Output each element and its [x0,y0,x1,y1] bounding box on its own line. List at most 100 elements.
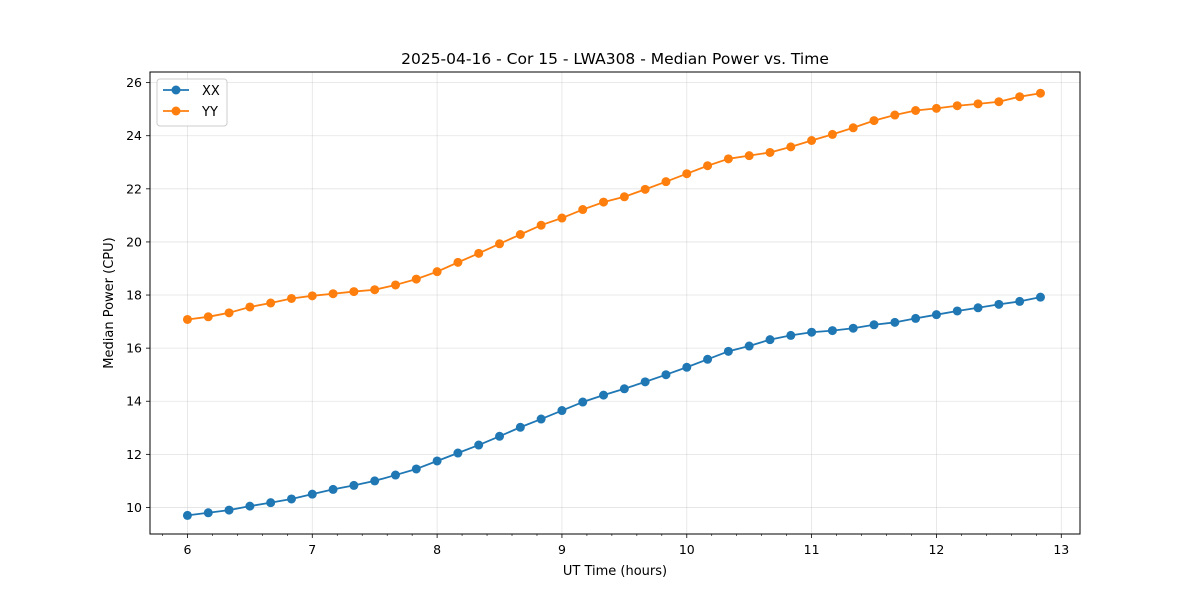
data-point-xx-10 [391,470,401,480]
x-tick-label-13: 13 [1053,542,1069,557]
data-point-xx-7 [328,484,338,494]
legend-label-yy: YY [201,105,218,120]
data-point-yy-37 [952,101,962,111]
data-point-yy-34 [890,110,900,120]
data-point-yy-19 [578,205,588,215]
data-point-xx-8 [349,480,359,490]
data-point-xx-29 [786,330,796,340]
data-point-yy-4 [266,298,276,308]
y-tick-label-24: 24 [126,128,142,143]
data-point-xx-17 [536,414,546,424]
chart-title: 2025-04-16 - Cor 15 - LWA308 - Median Po… [401,50,829,68]
data-point-xx-1 [203,508,213,518]
data-point-xx-23 [661,370,671,380]
data-point-yy-23 [661,177,671,187]
data-point-xx-24 [682,362,692,372]
data-point-xx-11 [411,464,421,474]
data-point-yy-36 [931,103,941,113]
y-tick-label-22: 22 [126,181,142,196]
y-tick-label-16: 16 [126,341,142,356]
data-point-yy-30 [807,136,817,145]
data-point-xx-35 [911,313,921,323]
data-point-yy-8 [349,287,359,297]
data-point-xx-41 [1035,292,1045,302]
y-tick-label-12: 12 [126,447,142,462]
data-point-yy-2 [224,308,234,318]
data-point-xx-19 [578,397,588,407]
data-point-yy-29 [786,142,796,152]
x-tick-label-6: 6 [183,542,191,557]
y-tick-label-26: 26 [126,75,142,90]
data-point-yy-25 [703,161,713,171]
data-point-xx-3 [245,501,255,511]
data-point-xx-6 [307,489,317,499]
data-point-xx-28 [765,335,775,345]
data-point-xx-40 [1015,296,1025,306]
data-point-yy-17 [536,220,546,230]
data-point-yy-33 [869,116,879,126]
data-point-xx-36 [931,310,941,320]
y-tick-label-14: 14 [126,394,142,409]
x-axis-label: UT Time (hours) [563,564,667,579]
data-point-yy-16 [515,230,525,239]
data-point-xx-32 [848,323,858,333]
data-point-xx-13 [453,448,463,458]
x-tick-label-12: 12 [928,542,944,557]
data-point-yy-5 [286,293,296,303]
data-point-xx-15 [495,431,505,441]
data-point-xx-2 [224,505,234,515]
data-point-yy-20 [599,197,609,207]
y-tick-label-18: 18 [126,288,142,303]
x-tick-label-8: 8 [433,542,441,557]
plot-frame [149,71,1081,535]
x-tick-label-7: 7 [308,542,316,557]
data-point-xx-33 [869,320,879,330]
data-point-xx-0 [182,510,192,520]
ticks-layer: 6 7 8 9 10 11 12 13 10 12 14 16 18 20 22 24 26 [126,75,1069,557]
data-point-xx-39 [994,299,1004,309]
data-point-yy-27 [744,151,754,161]
legend: XX YY [156,78,228,127]
data-point-yy-18 [557,213,567,223]
data-point-xx-27 [744,341,754,351]
data-point-yy-26 [723,154,733,164]
data-point-yy-1 [203,312,213,322]
legend-entry-xx: XX [163,84,220,99]
data-point-xx-37 [952,306,962,316]
data-point-xx-14 [474,440,484,450]
legend-entry-yy: YY [163,105,218,120]
data-point-yy-41 [1035,88,1045,98]
data-point-xx-5 [286,494,296,504]
legend-marker-yy [171,106,181,116]
data-point-xx-30 [807,327,817,337]
data-point-yy-0 [182,314,192,324]
data-point-yy-38 [973,99,983,109]
grid-layer [150,72,1080,534]
x-tick-label-10: 10 [679,542,695,557]
data-point-yy-12 [432,267,442,277]
data-point-yy-13 [453,257,463,267]
legend-label-xx: XX [202,84,220,99]
data-point-yy-39 [994,97,1004,107]
data-point-xx-9 [370,476,380,486]
data-point-xx-22 [640,377,650,387]
series-layer [182,88,1045,520]
y-tick-label-20: 20 [126,234,142,249]
data-point-xx-16 [515,422,525,432]
data-point-yy-40 [1015,92,1025,102]
data-point-yy-15 [495,239,505,249]
data-point-yy-21 [619,192,629,202]
data-point-yy-14 [474,248,484,258]
data-point-xx-34 [890,317,900,327]
data-point-xx-25 [703,354,713,364]
y-tick-label-10: 10 [126,500,142,515]
data-point-xx-12 [432,456,442,466]
y-axis-label: Median Power (CPU) [102,237,117,368]
data-point-xx-26 [723,346,733,356]
data-point-xx-18 [557,406,567,416]
data-point-xx-21 [619,384,629,394]
data-point-yy-31 [827,129,837,139]
data-point-yy-11 [411,274,421,284]
data-point-xx-4 [266,498,276,508]
data-point-xx-38 [973,303,983,313]
